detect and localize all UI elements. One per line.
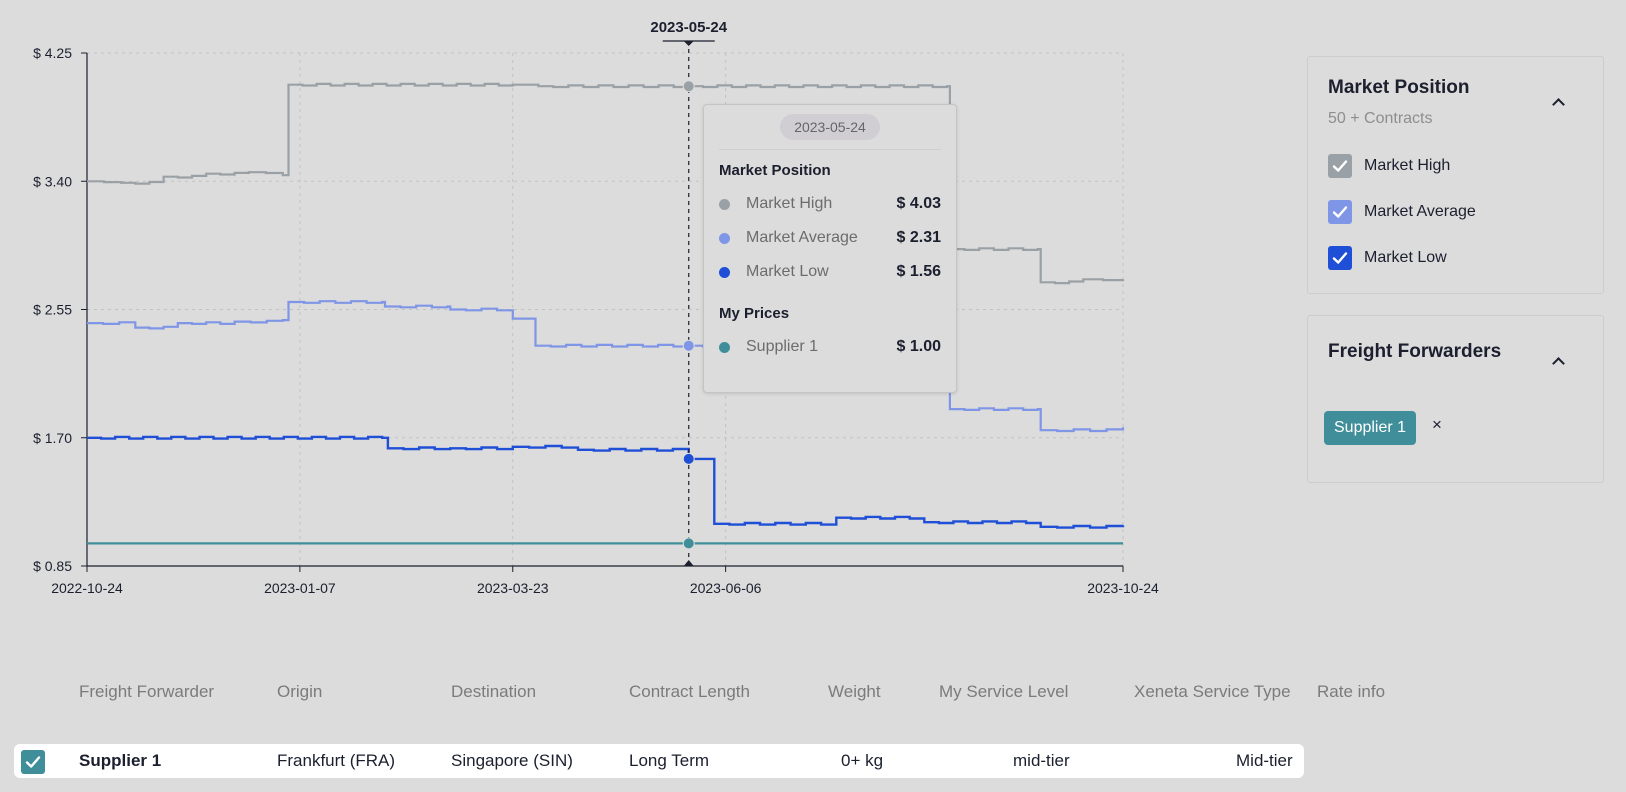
checkbox-checked-icon[interactable] [1328, 246, 1352, 270]
series-line-market-low [87, 435, 1125, 529]
toggle-market-average[interactable]: Market Average [1328, 200, 1476, 224]
tooltip-divider [719, 149, 941, 150]
tooltip-market-rows: Market High $ 4.03 Market Average $ 2.31… [719, 187, 941, 289]
freight-forwarders-title: Freight Forwarders [1328, 341, 1502, 362]
close-icon[interactable]: × [1432, 415, 1442, 434]
y-tick-label: $ 1.70 [33, 430, 72, 446]
cursor-marker-supplier-1 [682, 537, 695, 550]
supplier-chip[interactable]: Supplier 1 [1324, 411, 1417, 445]
tooltip-row-label: Market Low [746, 263, 829, 280]
freight-forwarders-panel: Freight Forwarders Supplier 1 × [1307, 315, 1604, 483]
cell-origin: Frankfurt (FRA) [277, 751, 396, 770]
checkbox-checked-icon[interactable] [1328, 154, 1352, 178]
toggle-label: Market High [1364, 157, 1451, 174]
y-tick-label: $ 4.25 [33, 45, 72, 61]
tooltip-row-label: Market High [746, 195, 833, 212]
chart-series [87, 82, 1125, 545]
market-position-panel: Market Position 50 + Contracts Market Hi… [1307, 56, 1604, 294]
toggle-label: Market Average [1364, 203, 1476, 220]
header-rate-info[interactable]: Rate info [1317, 682, 1386, 701]
x-tick-label: 2023-03-23 [477, 580, 549, 596]
x-tick-label: 2023-01-07 [264, 580, 336, 596]
x-tick-label: 2023-10-24 [1087, 580, 1159, 596]
header-freight-forwarder[interactable]: Freight Forwarder [79, 682, 215, 701]
tooltip-row-label: Market Average [746, 229, 858, 246]
cell-contract-length: Long Term [629, 751, 710, 770]
cell-forwarder: Supplier 1 [79, 751, 162, 770]
tooltip-row-value: $ 2.31 [896, 229, 941, 246]
cursor-bottom-arrow-icon [683, 560, 694, 566]
header-destination[interactable]: Destination [451, 682, 537, 701]
cursor-top-arrow-icon [683, 41, 694, 46]
tooltip-row-supplier-1: Supplier 1 $ 1.00 [719, 330, 941, 364]
toggle-market-low[interactable]: Market Low [1328, 246, 1447, 270]
cursor-marker-market-high [682, 80, 695, 93]
tooltip-section-market: Market Position [719, 162, 831, 179]
y-tick-label: $ 3.40 [33, 173, 72, 189]
market-low-dot-icon [719, 266, 730, 278]
cell-destination: Singapore (SIN) [451, 751, 573, 770]
supplier-1-dot-icon [719, 341, 730, 353]
toggle-market-high[interactable]: Market High [1328, 154, 1450, 178]
checkmark-icon [25, 756, 41, 768]
market-position-title: Market Position [1328, 77, 1470, 98]
chevron-up-icon[interactable] [1552, 357, 1565, 370]
header-origin[interactable]: Origin [277, 682, 323, 701]
cursor-marker-market-low [682, 452, 695, 465]
header-xeneta-service-type[interactable]: Xeneta Service Type [1134, 682, 1291, 701]
chart-grid [86, 52, 1124, 567]
tooltip-row-value: $ 4.03 [896, 195, 941, 212]
row-checkbox[interactable] [21, 750, 45, 774]
chart-axes: $ 0.85 $ 1.70 $ 2.55 $ 3.40 $ 4.25 2022-10-24… [33, 45, 1159, 596]
cell-weight: 0+ kg [841, 751, 884, 770]
tooltip-row-market-high: Market High $ 4.03 [719, 187, 941, 221]
market-high-dot-icon [719, 198, 730, 210]
tooltip-section-my-prices: My Prices [719, 305, 790, 322]
table-row[interactable]: Supplier 1 Frankfurt (FRA) Singapore (SI… [14, 744, 1304, 778]
chart-cursor[interactable]: 2023-05-24 [650, 19, 728, 566]
header-weight[interactable]: Weight [828, 682, 881, 701]
tooltip-row-market-low: Market Low $ 1.56 [719, 255, 941, 289]
cursor-marker-market-average [682, 339, 695, 352]
price-chart: $ 0.85 $ 1.70 $ 2.55 $ 3.40 $ 4.25 2022-10-24… [33, 19, 1159, 596]
series-line-market-high [87, 82, 1125, 285]
tooltip-row-market-average: Market Average $ 2.31 [719, 221, 941, 255]
tooltip-row-value: $ 1.00 [896, 338, 941, 355]
cell-service-level: mid-tier [1013, 751, 1070, 770]
chevron-up-icon[interactable] [1552, 98, 1565, 111]
toggle-label: Market Low [1364, 249, 1447, 266]
header-my-service-level[interactable]: My Service Level [939, 682, 1069, 701]
header-contract-length[interactable]: Contract Length [629, 682, 750, 701]
cursor-date-label: 2023-05-24 [650, 19, 727, 36]
y-tick-label: $ 0.85 [33, 558, 72, 574]
checkbox-checked-icon[interactable] [1328, 200, 1352, 224]
chart-tooltip: 2023-05-24 Market Position Market High $… [703, 104, 957, 393]
series-line-market-average [87, 300, 1125, 433]
tooltip-row-label: Supplier 1 [746, 338, 819, 355]
cell-xeneta-service-type: Mid-tier [1236, 751, 1293, 770]
x-tick-label: 2023-06-06 [690, 580, 762, 596]
contracts-count: 50 + Contracts [1328, 110, 1433, 127]
y-tick-label: $ 2.55 [33, 302, 72, 318]
tooltip-row-value: $ 1.56 [896, 263, 941, 280]
tooltip-date: 2023-05-24 [780, 114, 880, 140]
x-tick-label: 2022-10-24 [51, 580, 123, 596]
market-average-dot-icon [719, 232, 730, 244]
